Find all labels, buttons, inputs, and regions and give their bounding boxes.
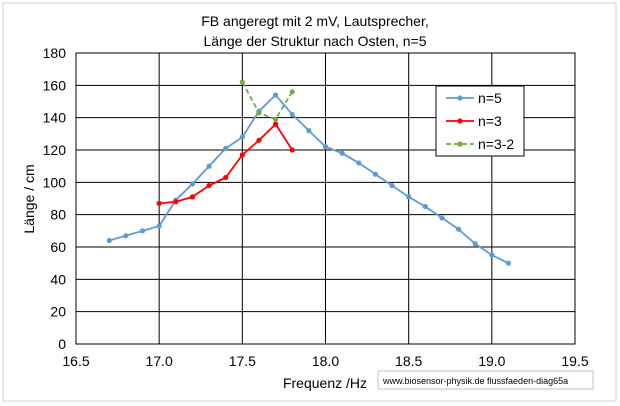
- x-tick-label: 19.0: [478, 353, 505, 369]
- data-point-n=3: [189, 194, 196, 200]
- data-point-n=3: [289, 147, 295, 153]
- data-point-n=3-2: [256, 110, 262, 116]
- legend-label-n=3-2: n=3-2: [478, 136, 514, 152]
- legend-label-n=5: n=5: [478, 90, 502, 106]
- data-point-n=5: [123, 233, 129, 239]
- y-tick-label: 180: [43, 45, 67, 61]
- data-point-n=3-2: [273, 116, 279, 122]
- data-point-n=5: [106, 237, 112, 244]
- data-point-n=5: [156, 223, 162, 229]
- series-layer: [106, 79, 512, 266]
- y-tick-label: 20: [50, 304, 66, 320]
- data-point-n=3: [173, 199, 179, 205]
- data-point-n=5: [389, 182, 395, 189]
- data-point-n=3: [156, 200, 162, 206]
- data-point-n=5: [422, 203, 428, 210]
- data-point-n=5: [239, 134, 245, 140]
- chart-title-line-1: FB angeregt mit 2 mV, Lautsprecher,: [201, 13, 429, 29]
- data-point-n=5: [206, 163, 212, 169]
- legend-marker-n=3-2: [457, 141, 463, 147]
- data-point-n=5: [372, 171, 378, 177]
- credit-box: [377, 370, 594, 390]
- x-tick-label: 17.0: [146, 353, 173, 369]
- data-point-n=5: [273, 92, 279, 98]
- y-tick-label: 100: [43, 174, 67, 190]
- y-tick-label: 40: [50, 271, 66, 287]
- x-tick-labels: 16.5 17.0 17.5 18.0 18.5 19.0 19.5: [62, 353, 588, 369]
- data-point-n=3-2: [289, 89, 295, 95]
- data-point-n=5: [472, 241, 478, 247]
- data-point-n=3: [223, 174, 229, 181]
- x-tick-label: 18.5: [395, 353, 422, 369]
- data-point-n=3: [256, 137, 262, 143]
- credit-text: www.biosensor-physik.de flussfaeden-diag…: [382, 376, 568, 386]
- data-point-n=3: [239, 152, 245, 158]
- data-point-n=5: [339, 150, 345, 156]
- data-point-n=5: [223, 145, 229, 151]
- chart-title-line-2: Länge der Struktur nach Osten, n=5: [204, 33, 427, 49]
- y-tick-label: 0: [58, 336, 66, 352]
- legend-label-n=3: n=3: [478, 113, 502, 129]
- x-axis-label: Frequenz /Hz: [283, 375, 367, 391]
- y-tick-label: 140: [43, 110, 67, 126]
- y-tick-label: 160: [43, 77, 67, 93]
- y-axis-label: Länge / cm: [21, 164, 37, 233]
- axes: [75, 52, 576, 345]
- data-point-n=5: [505, 260, 512, 266]
- data-point-n=3-2: [239, 79, 245, 85]
- y-tick-labels: 0 20 40 60 80 100 120 140 160 180: [43, 45, 67, 352]
- data-point-n=5: [139, 228, 146, 234]
- data-point-n=5: [406, 194, 412, 200]
- x-tick-label: 19.5: [561, 353, 588, 369]
- y-tick-label: 120: [43, 142, 67, 158]
- x-tick-label: 17.5: [229, 353, 256, 369]
- data-point-n=5: [322, 144, 329, 150]
- y-tick-label: 80: [50, 207, 66, 223]
- x-tick-label: 16.5: [62, 353, 89, 369]
- x-tick-label: 18.0: [312, 353, 339, 369]
- y-tick-label: 60: [50, 239, 66, 255]
- legend: n=5 n=3 n=3-2: [435, 85, 525, 157]
- data-point-n=3: [273, 121, 279, 127]
- data-point-n=5: [189, 181, 196, 187]
- data-point-n=5: [489, 252, 495, 258]
- data-point-n=5: [439, 215, 445, 221]
- legend-marker-n=3: [457, 118, 463, 124]
- data-point-n=5: [455, 226, 462, 232]
- plot-area-border: [75, 52, 576, 345]
- data-point-n=5: [356, 160, 362, 166]
- legend-marker-n=5: [457, 95, 463, 101]
- series-line-n=3-2: [241, 81, 294, 121]
- chart-frame: [2, 2, 617, 402]
- data-point-n=3: [206, 182, 212, 189]
- data-point-n=5: [289, 111, 295, 118]
- data-point-n=5: [306, 128, 312, 134]
